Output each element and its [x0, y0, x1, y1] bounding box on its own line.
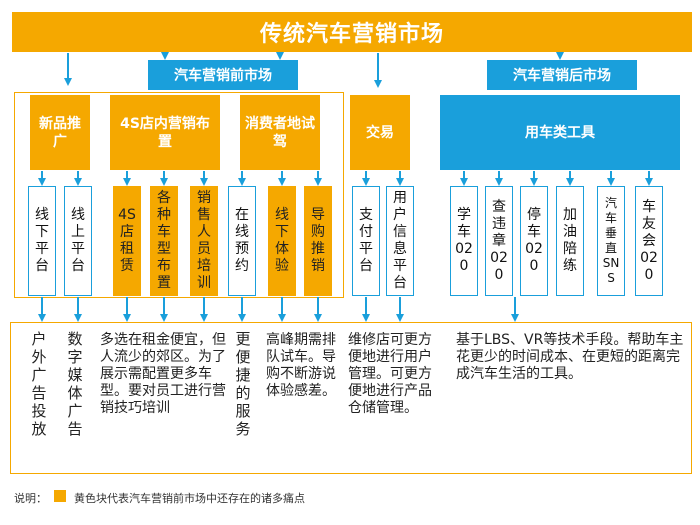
item-learn-driving: 学车020: [450, 186, 478, 296]
desc-trade: 维修店可更方便地进行用户管理。可更方便地进行产品仓储管理。: [348, 332, 432, 416]
item-online-platform: 线上平台: [64, 186, 92, 296]
item-parking: 停车020: [520, 186, 548, 296]
category-trade: 交易: [350, 95, 410, 170]
desc-store: 多选在租金便宜，但人流少的郊区。为了展示需配置更多车型。要对员工进行营销技巧培训: [100, 332, 226, 416]
note-label: 说明：: [14, 492, 47, 505]
item-models: 各种车型布置: [150, 186, 178, 296]
category-store: 4S店内营销布置: [110, 95, 220, 170]
diagram-title: 传统汽车营销市场: [12, 12, 692, 52]
category-car-tools: 用车类工具: [440, 95, 680, 170]
item-guide: 导购推销: [304, 186, 332, 296]
desc-after-market: 基于LBS、VR等技术手段。帮助车主花更少的时间成本、在更短的距离完成汽车生活的…: [456, 332, 684, 382]
item-offline-platform: 线下平台: [28, 186, 56, 296]
item-offline-experience: 线下体验: [268, 186, 296, 296]
item-violation: 查违章020: [485, 186, 513, 296]
desc-digital-ads: 数字媒体广告: [67, 330, 83, 438]
category-consumer: 消费者地试驾: [240, 95, 320, 170]
item-booking: 在线预约: [228, 186, 256, 296]
item-user-info: 用户信息平台: [386, 186, 414, 296]
item-training: 销售人员培训: [190, 186, 218, 296]
desc-booking: 更便捷的服务: [235, 330, 251, 438]
after-market-header: 汽车营销后市场: [487, 60, 637, 90]
item-vertical-sns: 汽车垂直SNS: [597, 186, 625, 296]
category-new-product: 新品推广: [30, 95, 90, 170]
item-payment: 支付平台: [352, 186, 380, 296]
item-4s-rent: 4S店租赁: [113, 186, 141, 296]
desc-outdoor-ads: 户外广告投放: [31, 330, 47, 438]
item-refuel: 加油陪练: [556, 186, 584, 296]
description-frame: [10, 322, 692, 474]
desc-peak: 高峰期需排队试车。导购不断游说体验感差。: [266, 332, 336, 399]
pre-market-header: 汽车营销前市场: [148, 60, 298, 90]
note-swatch: [54, 490, 66, 502]
item-car-club: 车友会020: [635, 186, 663, 296]
note-text: 黄色块代表汽车营销前市场中还存在的诸多痛点: [74, 492, 305, 505]
pre-market-frame: [14, 92, 344, 298]
